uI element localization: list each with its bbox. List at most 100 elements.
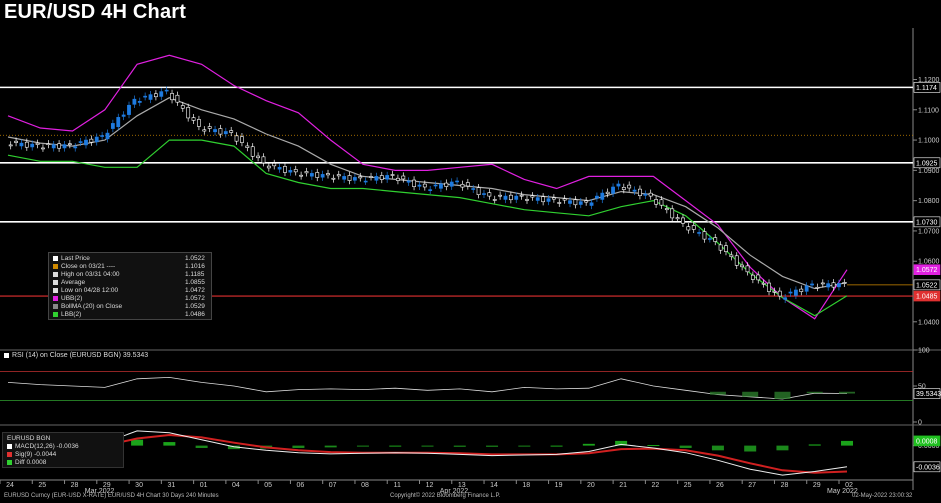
x-tick-label: 04	[232, 482, 240, 489]
candle-body	[379, 175, 384, 180]
candle-body	[207, 126, 212, 129]
candle-body	[132, 98, 137, 105]
rsi-value-box	[913, 388, 941, 399]
candle-body	[702, 231, 707, 240]
macd-legend-label: Sig(9) -0.0044	[15, 451, 57, 458]
price-label-box	[913, 290, 941, 302]
candle-body	[331, 177, 336, 180]
macd-legend-header: EURUSD BGN	[7, 435, 51, 442]
candle-body	[417, 184, 422, 187]
candle-body	[551, 197, 556, 200]
legend-label: BollMA (20) on Close	[61, 303, 123, 310]
macd-diff-bar	[776, 445, 789, 451]
macd-legend-label: MACD(12,26) -0.0036	[15, 443, 79, 450]
macd-legend-swatch	[7, 451, 12, 457]
candle-body	[272, 163, 277, 167]
candle-body	[245, 145, 250, 148]
candle-body	[299, 174, 304, 177]
candle-body	[568, 200, 572, 204]
candle-body	[519, 194, 524, 197]
candle-body	[794, 289, 798, 296]
candle-body	[24, 141, 29, 148]
candle-body	[541, 196, 546, 203]
x-tick-label: 31	[167, 482, 175, 489]
x-month-label: Apr 2022	[440, 488, 469, 495]
x-tick-label: 08	[361, 482, 369, 489]
candle-body	[277, 167, 282, 170]
candle-body	[14, 140, 18, 143]
candle-body	[148, 94, 153, 100]
x-tick-label: 28	[71, 482, 79, 489]
candle-body	[293, 169, 298, 173]
candle-body	[67, 143, 72, 146]
candle-body	[761, 282, 766, 285]
candle-body	[304, 171, 309, 174]
candle-body	[89, 138, 94, 143]
x-tick-label: 12	[426, 482, 434, 489]
legend-row: Average 1.0855	[53, 279, 205, 287]
candle-body	[724, 245, 728, 252]
candle-body	[455, 180, 459, 183]
candle-body	[842, 282, 847, 284]
candle-body	[51, 144, 56, 149]
legend-value: 1.0855	[185, 279, 205, 286]
candle-body	[729, 254, 734, 257]
candle-body	[422, 183, 427, 188]
candle-body	[632, 189, 637, 192]
candle-body	[283, 166, 287, 173]
series-line-lbb	[7, 139, 848, 317]
x-tick-label: 05	[264, 482, 272, 489]
candle-body	[78, 141, 83, 143]
candle-body	[664, 208, 669, 211]
legend-value: 1.0572	[185, 295, 205, 302]
x-tick-label: 25	[684, 482, 692, 489]
x-tick-label: 06	[297, 482, 305, 489]
macd-diff-bar	[615, 440, 628, 446]
legend-value: 1.1185	[185, 271, 205, 278]
rsi-tick-label: 100	[918, 348, 930, 355]
macd-line	[7, 430, 848, 476]
x-tick-label: 22	[651, 482, 659, 489]
candle-body	[804, 285, 809, 292]
price-label-text: 1.0485	[916, 294, 938, 301]
rsi-label: RSI (14) on Close (EURUSD BGN) 39.5343	[12, 352, 149, 359]
candle-body	[326, 173, 330, 176]
macd-diff-bar	[389, 445, 402, 447]
legend-value: 1.0472	[185, 287, 205, 294]
candle-body	[358, 176, 363, 179]
candle-body	[127, 104, 131, 115]
candle-body	[218, 128, 223, 135]
candle-body	[697, 232, 701, 234]
candle-body	[191, 117, 196, 121]
legend-value: 1.0522	[185, 255, 205, 262]
candle-body	[266, 165, 271, 169]
legend-row: UBB(2) 1.0572	[53, 295, 205, 303]
rsi-panel: 100 50 0 39.5343	[0, 348, 941, 427]
candle-body	[621, 187, 626, 190]
price-label-text: 1.0730	[916, 219, 938, 226]
candle-body	[390, 174, 395, 176]
legend-value: 1.0529	[185, 303, 205, 310]
candle-body	[369, 176, 373, 178]
candle-body	[30, 143, 35, 148]
candle-body	[713, 237, 718, 242]
legend-row: BollMA (20) on Close 1.0529	[53, 303, 205, 311]
price-label-text: 1.0925	[916, 160, 938, 167]
candle-body	[465, 182, 470, 187]
candle-body	[562, 198, 567, 201]
rsi-header-icon	[4, 352, 9, 358]
candle-body	[525, 199, 529, 201]
candle-body	[810, 283, 814, 286]
candle-body	[557, 202, 562, 204]
macd-diff-bar	[647, 445, 660, 447]
macd-diff-bar	[163, 442, 176, 446]
legend-row: High on 03/31 04:00 1.1185	[53, 271, 204, 279]
candle-body	[110, 123, 115, 129]
candle-body	[315, 172, 320, 178]
legend-label: Close on 03/21 ----	[61, 263, 116, 270]
candle-body	[707, 238, 712, 240]
macd-legend-label: Diff 0.0008	[15, 459, 47, 466]
y-tick-label: 1.0900	[918, 168, 940, 175]
candle-body	[767, 282, 771, 292]
x-axis: 24 25 28 29 30 31 01 04 05 06 07 08 11 12 13 14 18 19 20 21…	[0, 479, 913, 495]
